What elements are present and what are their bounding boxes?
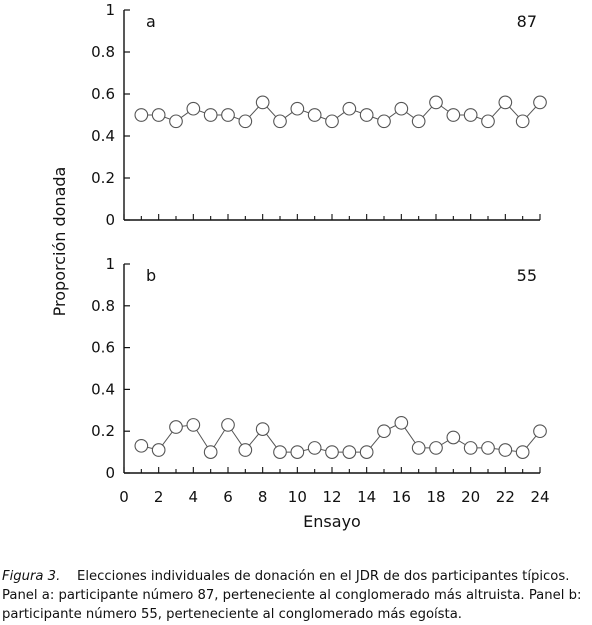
- y-tick-label: 0.6: [91, 85, 115, 103]
- data-point: [429, 441, 443, 455]
- x-tick-label: 12: [322, 488, 341, 506]
- x-tick-label: 8: [258, 488, 268, 506]
- figure-caption: Figura 3. Elecciones individuales de don…: [2, 567, 590, 624]
- panel-label: b: [146, 266, 156, 285]
- data-point: [325, 445, 339, 459]
- data-point: [255, 95, 270, 110]
- y-tick-label: 0.2: [91, 422, 115, 440]
- data-point: [169, 114, 183, 129]
- data-point: [134, 438, 149, 453]
- data-point: [221, 108, 235, 122]
- data-point: [186, 418, 201, 432]
- caption-text: Elecciones individuales de donación en e…: [2, 569, 582, 622]
- data-point: [411, 441, 426, 455]
- data-point: [394, 101, 409, 116]
- data-point: [221, 418, 235, 432]
- y-tick-label: 0.8: [91, 297, 115, 315]
- data-point: [498, 443, 513, 457]
- x-tick-label: 18: [426, 488, 445, 506]
- data-point: [307, 108, 322, 122]
- participant-number: 87: [517, 12, 537, 31]
- y-tick-label: 1: [105, 255, 115, 273]
- caption-figure-label: Figura 3.: [2, 569, 61, 584]
- y-tick-label: 0.6: [91, 339, 115, 357]
- x-tick-label: 10: [288, 488, 307, 506]
- data-point: [273, 445, 287, 459]
- data-point: [169, 420, 183, 434]
- x-tick-label: 16: [392, 488, 411, 506]
- data-point: [481, 114, 495, 129]
- y-tick-label: 1: [105, 1, 115, 19]
- data-point: [290, 445, 305, 459]
- x-axis-title: Ensayo: [303, 512, 361, 531]
- data-point: [481, 441, 495, 455]
- x-tick-label: 2: [154, 488, 164, 506]
- data-point: [446, 108, 461, 122]
- x-tick-label: 14: [357, 488, 376, 506]
- data-point: [463, 441, 478, 455]
- data-point: [273, 114, 287, 129]
- data-point: [411, 114, 426, 129]
- data-point: [377, 114, 391, 129]
- data-point: [307, 441, 322, 455]
- data-point: [515, 445, 530, 459]
- y-tick-label: 0.4: [91, 380, 115, 398]
- data-point: [533, 424, 547, 439]
- x-tick-label: 4: [189, 488, 199, 506]
- data-point: [325, 114, 339, 129]
- figure: 0 0.2 0.4 0.6 0.8 1 a 87 0 0.2 0.4 0.6 0.8 1 b 55 0 2 4 6 8 1…: [50, 1, 550, 531]
- y-tick-label: 0.8: [91, 43, 115, 61]
- data-point: [515, 114, 530, 129]
- data-point: [359, 445, 374, 459]
- y-tick-label: 0.2: [91, 169, 115, 187]
- data-point: [151, 108, 166, 122]
- data-point: [290, 101, 305, 116]
- x-tick-label: 0: [119, 488, 129, 506]
- data-point: [377, 424, 391, 439]
- data-point: [238, 443, 253, 457]
- x-tick-label: 24: [530, 488, 549, 506]
- data-point: [151, 443, 166, 457]
- data-point: [446, 430, 461, 445]
- data-point: [342, 101, 357, 116]
- data-point: [238, 114, 253, 129]
- series-line-panel-a: [141, 101, 541, 123]
- data-point: [203, 108, 218, 122]
- data-point: [429, 95, 443, 110]
- data-point: [359, 108, 374, 122]
- panel-label: a: [146, 12, 156, 31]
- x-tick-label: 22: [496, 488, 515, 506]
- data-point: [342, 445, 357, 459]
- y-axis-title: Proporción donada: [50, 167, 69, 317]
- data-point: [498, 95, 513, 110]
- y-tick-label: 0: [105, 211, 115, 229]
- data-point: [186, 101, 201, 116]
- y-tick-label: 0: [105, 464, 115, 482]
- data-point: [255, 422, 270, 436]
- x-tick-label: 20: [461, 488, 480, 506]
- series-line-panel-b: [141, 422, 541, 454]
- y-tick-label: 0.4: [91, 127, 115, 145]
- data-point: [394, 415, 409, 430]
- data-point: [134, 108, 149, 122]
- x-tick-label: 6: [223, 488, 233, 506]
- data-point: [203, 445, 218, 459]
- data-point: [533, 95, 547, 110]
- participant-number: 55: [517, 266, 537, 285]
- data-point: [463, 108, 478, 122]
